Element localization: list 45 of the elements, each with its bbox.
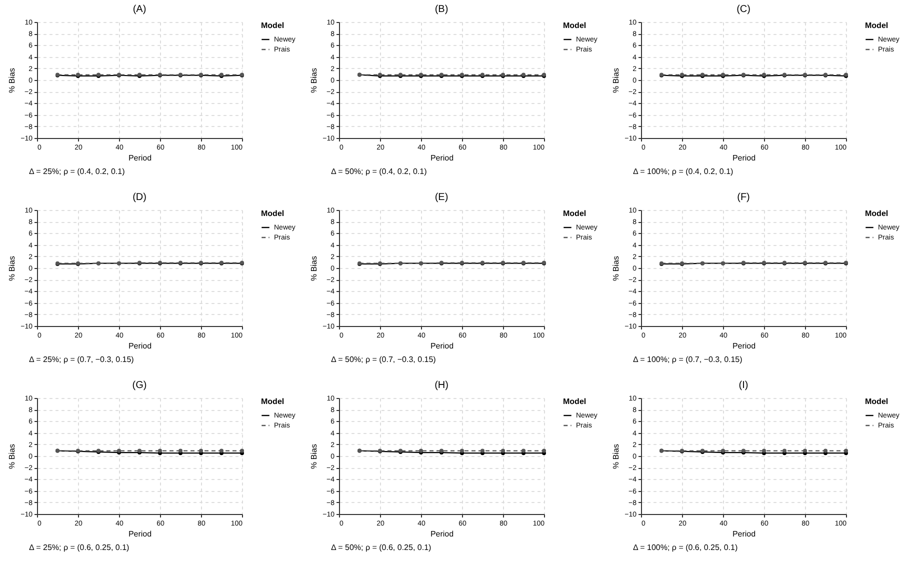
chart-title: (H) bbox=[434, 380, 448, 391]
text: Δ = 25%; ρ = (0.6, 0.25, 0.1) bbox=[29, 543, 130, 552]
y-axis-title: % Bias bbox=[612, 256, 621, 281]
x-axis-title: Period bbox=[128, 530, 152, 538]
chart-title: (E) bbox=[434, 192, 448, 203]
legend-title: Model bbox=[261, 397, 284, 406]
legend-title: Model bbox=[261, 209, 284, 218]
legend-title: Model bbox=[261, 21, 284, 30]
text: Δ = 50%; ρ = (0.7, −0.3, 0.15) bbox=[331, 355, 436, 364]
y-axis-title: % Bias bbox=[612, 444, 621, 469]
legend-title: Model bbox=[563, 397, 586, 406]
text: Δ = 100%; ρ = (0.7, −0.3, 0.15) bbox=[633, 355, 743, 364]
y-axis-title: % Bias bbox=[612, 68, 621, 93]
y-axis-title: % Bias bbox=[8, 256, 17, 281]
x-axis-title: Period bbox=[430, 342, 454, 350]
text: Δ = 25%; ρ = (0.7, −0.3, 0.15) bbox=[29, 355, 134, 364]
x-axis-title: Period bbox=[732, 530, 756, 538]
y-axis-title: % Bias bbox=[8, 444, 17, 469]
text: Δ = 100%; ρ = (0.6, 0.25, 0.1) bbox=[633, 543, 738, 552]
text: Δ = 50%; ρ = (0.4, 0.2, 0.1) bbox=[331, 167, 428, 176]
y-axis-title: % Bias bbox=[8, 68, 17, 93]
x-axis-title: Period bbox=[430, 154, 454, 162]
x-axis-title: Period bbox=[128, 154, 152, 162]
text: Δ = 25%; ρ = (0.4, 0.2, 0.1) bbox=[29, 167, 126, 176]
legend-title: Model bbox=[865, 209, 888, 218]
y-axis-title: % Bias bbox=[310, 444, 319, 469]
x-axis-title: Period bbox=[128, 342, 152, 350]
legend-title: Model bbox=[563, 209, 586, 218]
x-axis-title: Period bbox=[430, 530, 454, 538]
y-axis-title: % Bias bbox=[310, 68, 319, 93]
legend-title: Model bbox=[865, 397, 888, 406]
chart-title: (F) bbox=[737, 192, 750, 203]
x-axis-title: Period bbox=[732, 342, 756, 350]
chart-title: (D) bbox=[132, 192, 146, 203]
chart-title: (C) bbox=[736, 4, 750, 15]
chart-title: (A) bbox=[132, 4, 146, 15]
text: Δ = 50%; ρ = (0.6, 0.25, 0.1) bbox=[331, 543, 432, 552]
y-axis-title: % Bias bbox=[310, 256, 319, 281]
x-axis-title: Period bbox=[732, 154, 756, 162]
chart-title: (B) bbox=[434, 4, 448, 15]
chart-title: (G) bbox=[132, 380, 147, 391]
text: Δ = 100%; ρ = (0.4, 0.2, 0.1) bbox=[633, 167, 734, 176]
legend-title: Model bbox=[563, 21, 586, 30]
legend-title: Model bbox=[865, 21, 888, 30]
chart-title: (I) bbox=[738, 380, 748, 391]
